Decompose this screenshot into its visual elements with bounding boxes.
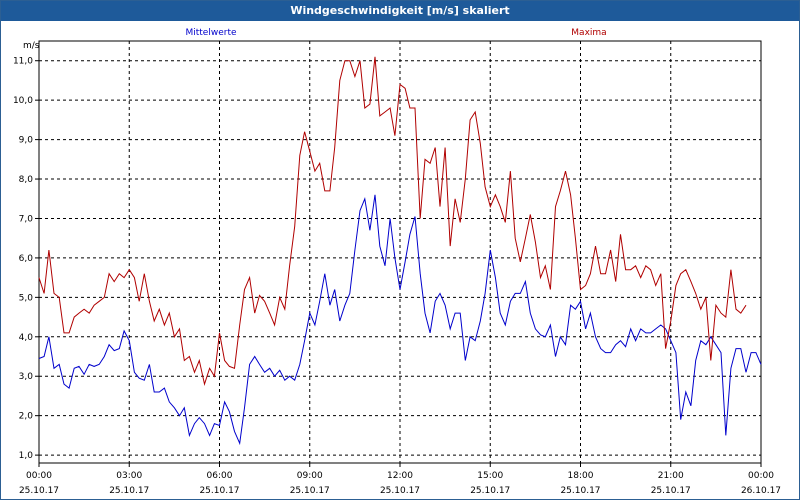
series-line-maxima	[38, 56, 747, 387]
y-axis-label: m/s	[23, 41, 40, 51]
y-tick-label: 6,0	[19, 254, 34, 264]
y-axis: m/s 1,0 2,0 3,0 4,0 5,0 6,0 7,0 8,0 9,0 10,0 11,0	[13, 41, 40, 461]
y-tick-label: 1,0	[19, 451, 34, 461]
x-tick-date-label: 26.10.17	[741, 486, 781, 496]
y-tick-label: 10,0	[13, 96, 33, 106]
x-tick-time-label: 00:00	[26, 471, 52, 481]
x-tick-time-label: 09:00	[297, 471, 323, 481]
x-tick-date-label: 25.10.17	[380, 486, 420, 496]
x-tick-date-label: 25.10.17	[19, 486, 59, 496]
series-layer	[38, 56, 762, 446]
legend: Mittelwerte Maxima	[185, 28, 606, 38]
x-tick-time-label: 12:00	[387, 471, 413, 481]
window-title: Windgeschwindigkeit [m/s] skaliert	[1, 1, 799, 21]
x-tick-time-label: 21:00	[658, 471, 684, 481]
x-tick-date-label: 25.10.17	[651, 486, 691, 496]
y-tick-label: 3,0	[19, 372, 34, 382]
y-tick-label: 8,0	[19, 175, 34, 185]
x-tick-time-label: 06:00	[207, 471, 233, 481]
y-tick-label: 2,0	[19, 412, 34, 422]
legend-entry-maxima: Maxima	[571, 28, 606, 38]
y-tick-label: 11,0	[13, 57, 33, 67]
series-line-mittelwerte	[38, 194, 762, 446]
grid-lines	[39, 41, 761, 463]
x-tick-time-label: 18:00	[568, 471, 594, 481]
x-axis: 00:00 25.10.17 03:00 25.10.17 06:00 25.10.17 0…	[19, 463, 781, 496]
y-tick-label: 7,0	[19, 214, 34, 224]
x-tick-time-label: 03:00	[116, 471, 142, 481]
y-tick-label: 5,0	[19, 293, 34, 303]
x-tick-date-label: 25.10.17	[199, 486, 239, 496]
x-tick-date-label: 25.10.17	[109, 486, 149, 496]
y-tick-label: 9,0	[19, 136, 34, 146]
x-tick-time-label: 15:00	[477, 471, 503, 481]
x-tick-date-label: 25.10.17	[290, 486, 330, 496]
y-tick-label: 4,0	[19, 333, 34, 343]
x-tick-date-label: 25.10.17	[470, 486, 510, 496]
legend-entry-mittelwerte: Mittelwerte	[185, 28, 236, 38]
x-tick-date-label: 25.10.17	[560, 486, 600, 496]
x-tick-time-label: 00:00	[748, 471, 774, 481]
